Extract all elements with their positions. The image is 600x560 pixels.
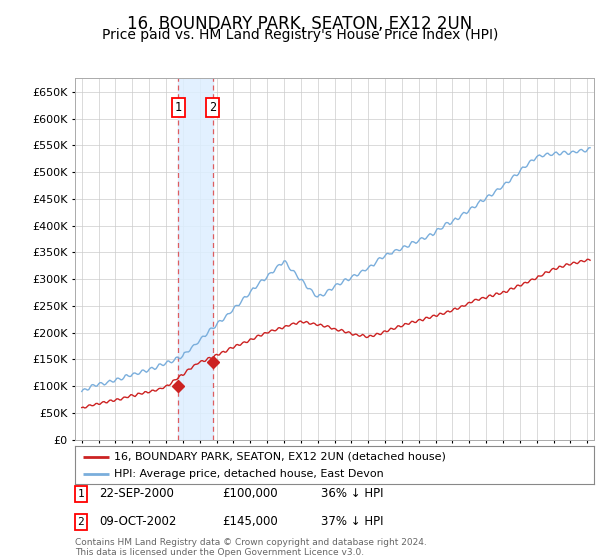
Text: 36% ↓ HPI: 36% ↓ HPI xyxy=(321,487,383,501)
Text: 37% ↓ HPI: 37% ↓ HPI xyxy=(321,515,383,529)
Text: 22-SEP-2000: 22-SEP-2000 xyxy=(99,487,174,501)
Bar xyxy=(178,78,213,440)
Text: 09-OCT-2002: 09-OCT-2002 xyxy=(99,515,176,529)
Text: 2: 2 xyxy=(77,517,85,527)
Text: HPI: Average price, detached house, East Devon: HPI: Average price, detached house, East… xyxy=(114,469,383,479)
Text: £145,000: £145,000 xyxy=(222,515,278,529)
Text: Contains HM Land Registry data © Crown copyright and database right 2024.
This d: Contains HM Land Registry data © Crown c… xyxy=(75,538,427,557)
Text: 2: 2 xyxy=(209,101,217,114)
Text: 16, BOUNDARY PARK, SEATON, EX12 2UN (detached house): 16, BOUNDARY PARK, SEATON, EX12 2UN (det… xyxy=(114,451,446,461)
Text: 1: 1 xyxy=(175,101,182,114)
Text: Price paid vs. HM Land Registry's House Price Index (HPI): Price paid vs. HM Land Registry's House … xyxy=(102,28,498,42)
Text: 16, BOUNDARY PARK, SEATON, EX12 2UN: 16, BOUNDARY PARK, SEATON, EX12 2UN xyxy=(127,15,473,32)
Text: £100,000: £100,000 xyxy=(222,487,278,501)
Text: 1: 1 xyxy=(77,489,85,499)
